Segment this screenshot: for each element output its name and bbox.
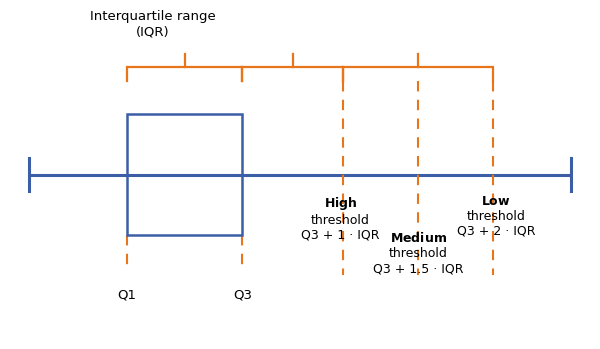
Text: Q1: Q1 [118, 288, 137, 302]
Text: $\mathbf{High}$
threshold
Q3 + 1 · IQR: $\mathbf{High}$ threshold Q3 + 1 · IQR [301, 195, 380, 242]
Text: Interquartile range
(IQR): Interquartile range (IQR) [90, 10, 216, 38]
Text: $\mathbf{Low}$
threshold
Q3 + 2 · IQR: $\mathbf{Low}$ threshold Q3 + 2 · IQR [457, 195, 535, 238]
Bar [127, 114, 242, 235]
Text: Q3: Q3 [233, 288, 252, 302]
Text: $\mathbf{Medium}$
threshold
Q3 + 1.5 · IQR: $\mathbf{Medium}$ threshold Q3 + 1.5 · I… [373, 231, 463, 275]
